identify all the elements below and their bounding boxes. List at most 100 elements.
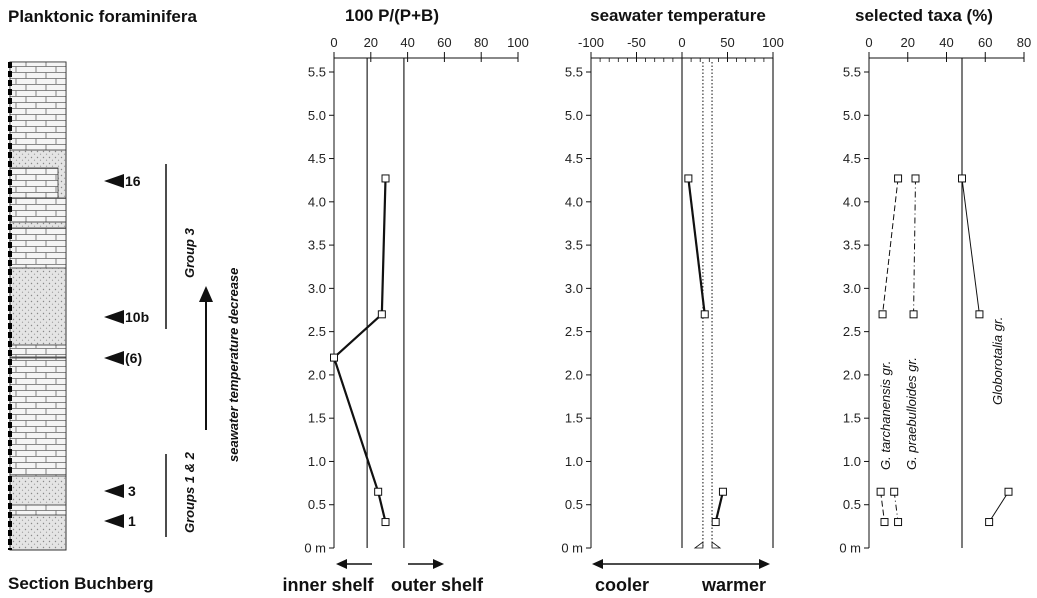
data-point (381, 518, 390, 527)
y-tick-label: 4.5 (843, 151, 861, 166)
series-line (714, 491, 725, 523)
series-line (988, 491, 1009, 523)
sample-arrow-icon (104, 514, 124, 528)
y-tick-label: 5.5 (308, 65, 326, 80)
y-tick-label: 4.5 (565, 151, 583, 166)
series-line (961, 178, 980, 315)
sample-arrow-icon (104, 351, 124, 365)
limestone-bed-4 (9, 227, 67, 269)
temp-right-arrow-icon (759, 559, 770, 569)
temp-left-label: cooler (595, 575, 649, 595)
limestone-bed-3 (9, 197, 67, 223)
y-tick-label: 4.0 (308, 194, 326, 209)
pb-outer-arrow-icon (433, 559, 444, 569)
data-point (1004, 487, 1013, 496)
y-tick-label: 1.5 (565, 411, 583, 426)
data-point (330, 353, 338, 362)
sample-arrow-icon (104, 174, 124, 188)
data-point (700, 310, 709, 319)
x-tick-label: 60 (978, 35, 992, 50)
data-point (684, 174, 693, 183)
range-marker (711, 541, 722, 549)
taxa-label-tarchanensis: G. tarchanensis gr. (878, 361, 893, 470)
y-tick-label: 3.0 (565, 281, 583, 296)
x-tick-label: 50 (720, 35, 734, 50)
sample-arrow-icon (104, 484, 124, 498)
y-tick-label: 1.0 (843, 454, 861, 469)
y-tick-label: 5.0 (308, 108, 326, 123)
y-tick-label: 1.5 (843, 411, 861, 426)
y-tick-label: 1.0 (565, 454, 583, 469)
y-tick-label: 0 m (304, 541, 326, 556)
x-tick-label: -100 (578, 35, 604, 50)
y-tick-label: 3.0 (843, 281, 861, 296)
x-tick-label: 20 (901, 35, 915, 50)
sample-label: 3 (128, 483, 136, 499)
chart-panel-2: -100 -50 0 50 100 0 m 0.5 1.0 1.5 2.0 2.5 3.0 3.5 4.0… (561, 35, 784, 556)
x-tick-label: 80 (474, 35, 488, 50)
y-tick-label: 3.0 (308, 281, 326, 296)
data-point (880, 518, 889, 527)
y-tick-label: 0.5 (308, 497, 326, 512)
taxa-label-globorotalia: Globorotalia gr. (990, 317, 1005, 405)
chart-panel-1: 0 20 40 60 80 100 0 m 0.5 1.0 1.5 2.0 2.5 3.0 3.5 4.0 4… (304, 35, 529, 556)
x-tick-label: -50 (627, 35, 646, 50)
data-point (894, 518, 903, 527)
temp-left-arrow-icon (592, 559, 603, 569)
x-tick-label: 0 (865, 35, 872, 50)
y-tick-label: 3.5 (565, 238, 583, 253)
pb-title: 100 P/(P+B) (345, 6, 439, 25)
series-line (687, 178, 706, 315)
sample-marker-10b: 10b (104, 309, 149, 325)
group-3-label: Group 3 (182, 227, 197, 278)
y-tick-label: 0.5 (565, 497, 583, 512)
sample-marker-3: 3 (104, 483, 136, 499)
y-tick-label: 4.0 (843, 194, 861, 209)
pb-left-label: inner shelf (282, 575, 374, 595)
temp-title: seawater temperature (590, 6, 766, 25)
limestone-bed-7 (9, 504, 67, 516)
y-tick-label: 3.5 (308, 238, 326, 253)
data-point (878, 310, 887, 319)
data-point (377, 310, 386, 319)
x-tick-label: 20 (364, 35, 378, 50)
range-marker (693, 541, 704, 549)
y-tick-label: 5.5 (565, 65, 583, 80)
lithology-column (8, 61, 67, 551)
chart-panel-3: 0 20 40 60 80 0 m 0.5 1.0 1.5 2.0 2.5 3.0 3.5 4.0 4.5 5… (839, 35, 1031, 556)
y-tick-label: 2.0 (308, 367, 326, 382)
series-line (882, 178, 899, 315)
series-line (880, 491, 885, 523)
x-tick-label: 0 (330, 35, 337, 50)
limestone-bed-1 (9, 61, 67, 151)
data-point (711, 518, 720, 527)
y-tick-label: 3.5 (843, 238, 861, 253)
x-tick-label: 100 (762, 35, 784, 50)
sample-arrow-icon (104, 310, 124, 324)
temp-right-label: warmer (701, 575, 766, 595)
sample-marker-1: 1 (104, 513, 136, 529)
series-line (913, 178, 916, 315)
series-line (893, 491, 899, 523)
data-point (718, 487, 727, 496)
data-point (381, 174, 390, 183)
data-point (911, 174, 920, 183)
y-tick-label: 0 m (561, 541, 583, 556)
data-point (958, 174, 966, 183)
sample-label: 16 (125, 173, 141, 189)
y-tick-label: 4.0 (565, 194, 583, 209)
y-tick-label: 5.0 (565, 108, 583, 123)
data-point (909, 310, 918, 319)
data-point (374, 487, 383, 496)
y-tick-label: 5.0 (843, 108, 861, 123)
data-point (975, 310, 984, 319)
y-tick-label: 4.5 (308, 151, 326, 166)
sample-marker-16: 16 (104, 173, 141, 189)
y-tick-label: 2.5 (308, 324, 326, 339)
main-title: Planktonic foraminifera (8, 7, 197, 26)
limestone-bed-5 (9, 344, 67, 358)
x-tick-label: 0 (678, 35, 685, 50)
taxa-label-praebulloides: G. praebulloides gr. (904, 357, 919, 470)
y-tick-label: 0.5 (843, 497, 861, 512)
